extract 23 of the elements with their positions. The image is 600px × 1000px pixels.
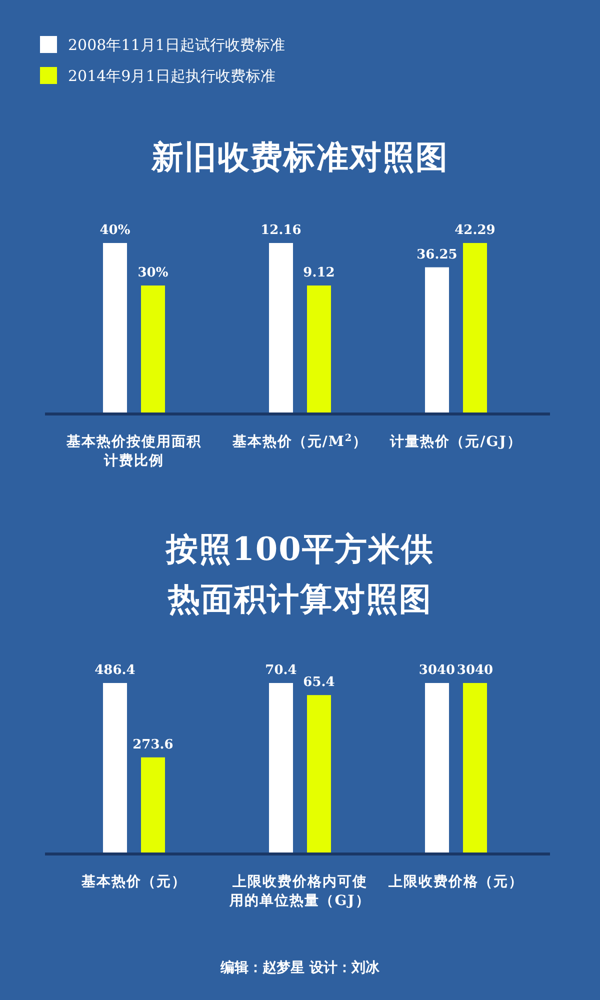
text: 编辑：赵梦星 设计：刘冰 xyxy=(220,959,380,976)
text: 按照100平方米供热面积计算对照图 xyxy=(165,530,434,618)
x-tick-label: 计量热价（元/GJ） xyxy=(389,434,522,450)
data-label: 70.4 xyxy=(265,663,297,678)
data-label: 40% xyxy=(100,223,131,238)
data-label: 9.12 xyxy=(303,266,335,280)
x-tick-label: 上限收费价格内可使用的单位热量（GJ） xyxy=(228,874,370,909)
data-label: 65.4 xyxy=(303,675,335,690)
x-tick-label: 基本热价（元） xyxy=(80,874,186,890)
data-label: 12.16 xyxy=(260,223,302,238)
data-label: 42.29 xyxy=(454,223,496,238)
x-tick-label: 上限收费价格（元） xyxy=(388,874,524,890)
data-label: 30% xyxy=(138,266,169,280)
data-label: 3040 xyxy=(418,663,456,678)
x-tick-label: 基本热价（元/M$^{2}$） xyxy=(231,432,368,450)
legend-label: 2008年11月1日起试行收费标准 xyxy=(68,36,285,54)
data-label: 36.25 xyxy=(416,247,458,262)
data-label: 273.6 xyxy=(132,737,174,752)
data-label: 3040 xyxy=(456,663,494,678)
x-tick-label: 基本热价按使用面积计费比例 xyxy=(66,434,202,469)
data-label: 486.4 xyxy=(94,663,136,678)
legend-label: 2014年9月1日起执行收费标准 xyxy=(68,67,276,85)
text: 新旧收费标准对照图 xyxy=(150,138,448,176)
